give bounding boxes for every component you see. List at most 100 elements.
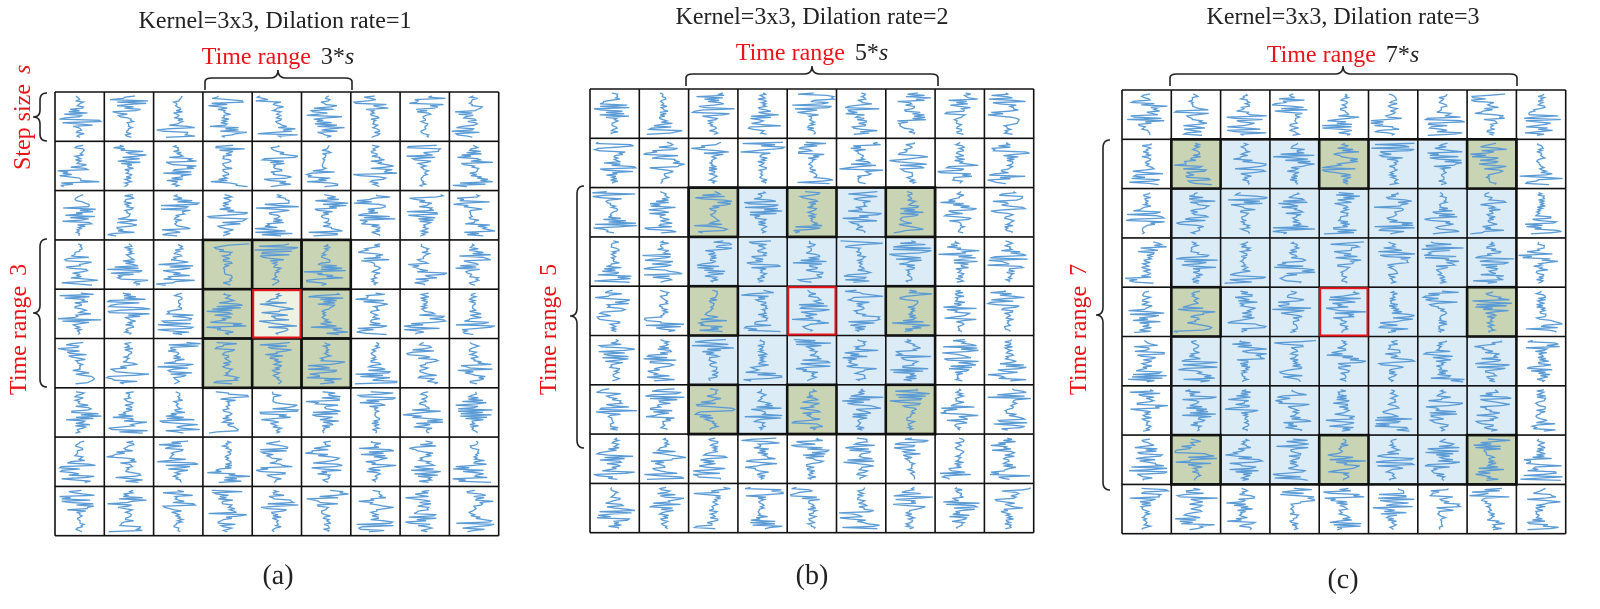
waveform	[59, 489, 95, 533]
waveform	[1473, 241, 1515, 284]
waveform	[161, 489, 198, 533]
panel-b-top-brace	[685, 65, 939, 86]
waveform	[1275, 389, 1312, 432]
panel-c-side-label: Time range 7	[1066, 264, 1092, 395]
waveform	[744, 191, 783, 234]
waveform	[595, 388, 638, 431]
waveform	[208, 95, 247, 138]
waveform	[593, 92, 630, 135]
waveform	[208, 391, 250, 434]
waveform	[1520, 438, 1563, 482]
waveform	[57, 341, 96, 385]
waveform	[159, 391, 200, 434]
waveform	[1176, 191, 1216, 235]
waveform	[1129, 487, 1171, 530]
waveform	[1378, 241, 1416, 284]
waveform	[210, 144, 248, 188]
waveform	[747, 92, 781, 135]
waveform	[649, 486, 685, 530]
waveform	[452, 440, 492, 484]
waveform	[1524, 93, 1561, 136]
waveform	[109, 95, 149, 138]
waveform	[691, 338, 734, 382]
waveform	[455, 391, 493, 434]
kernel-center-cell-outline	[1319, 287, 1369, 337]
waveform	[844, 92, 880, 135]
waveform	[1423, 93, 1465, 136]
waveform	[259, 341, 292, 385]
waveform	[406, 144, 443, 188]
waveform	[797, 141, 834, 185]
waveform	[1174, 142, 1212, 186]
waveform	[792, 92, 837, 135]
panel-a-side-brace	[32, 238, 48, 388]
panel-b: Kernel=3x3, Dilation rate=2 Time range 5…	[536, 4, 1035, 591]
waveform	[306, 341, 346, 385]
waveform	[403, 292, 448, 335]
waveform	[692, 437, 729, 480]
panel-c-top-label: Time range 7*s	[1267, 42, 1419, 68]
waveform	[791, 437, 831, 480]
waveform	[107, 193, 138, 237]
waveform	[308, 193, 349, 237]
waveform	[1224, 241, 1267, 284]
waveform	[692, 486, 731, 530]
waveform	[157, 341, 201, 385]
waveform	[1172, 93, 1209, 136]
waveform	[939, 437, 971, 480]
panel-b-side-label: Time range 5	[536, 264, 562, 395]
waveform	[1129, 143, 1163, 186]
waveform	[743, 339, 783, 382]
waveform	[985, 289, 1025, 332]
panel-a: Kernel=3x3, Dilation rate=1 Time range 3…	[6, 8, 500, 591]
waveform	[597, 338, 635, 382]
waveform	[1182, 389, 1217, 432]
waveform	[113, 144, 147, 188]
waveform	[842, 338, 879, 382]
waveform	[451, 95, 484, 138]
receptive-field-outline	[687, 186, 937, 436]
waveform	[452, 144, 493, 188]
waveform	[255, 95, 298, 138]
kernel-center-cell-outline	[252, 289, 302, 339]
waveform	[403, 391, 444, 434]
waveform	[353, 144, 398, 188]
waveform	[352, 95, 389, 138]
waveform	[891, 289, 933, 333]
waveform	[943, 92, 978, 135]
waveform	[356, 391, 396, 434]
waveform	[694, 190, 732, 234]
waveform	[306, 95, 345, 138]
waveform	[1127, 93, 1168, 136]
waveform	[839, 141, 884, 185]
waveform	[1232, 340, 1267, 383]
waveform	[1327, 438, 1366, 481]
waveform	[1326, 339, 1367, 382]
kernel-cell	[688, 384, 738, 435]
waveform	[937, 141, 979, 184]
waveform	[791, 289, 830, 333]
waveform	[594, 240, 632, 283]
waveform	[212, 243, 250, 286]
waveform	[1274, 339, 1317, 383]
waveform	[409, 95, 446, 138]
waveform	[938, 240, 980, 283]
waveform	[66, 391, 102, 434]
waveform	[646, 92, 683, 135]
waveform	[58, 440, 96, 484]
waveform	[1474, 340, 1510, 383]
waveform	[740, 141, 787, 184]
waveform	[1525, 191, 1562, 235]
waveform	[644, 190, 677, 234]
waveform	[696, 240, 733, 283]
waveform	[893, 486, 933, 530]
waveform	[1175, 241, 1218, 284]
waveform	[645, 388, 685, 431]
waveform	[793, 338, 832, 382]
waveform	[893, 190, 924, 234]
receptive-field	[1171, 139, 1517, 485]
waveform	[746, 240, 781, 283]
waveform	[1173, 290, 1216, 334]
waveform	[259, 145, 299, 188]
